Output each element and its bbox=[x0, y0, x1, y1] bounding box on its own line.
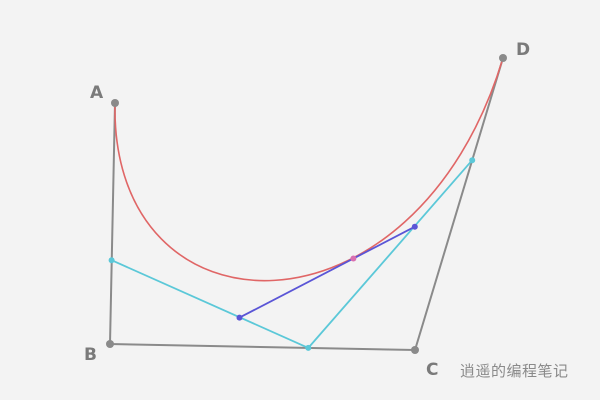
label-a: A bbox=[90, 83, 104, 103]
curve-point bbox=[350, 255, 357, 262]
first-level-point-ab bbox=[108, 257, 115, 264]
first-level-point-cd bbox=[469, 157, 476, 164]
second-level-point-right bbox=[411, 223, 418, 230]
control-point-c bbox=[411, 346, 419, 354]
label-c: C bbox=[426, 360, 438, 380]
control-point-d bbox=[499, 54, 507, 62]
watermark-text: 逍遥的编程笔记 bbox=[460, 362, 569, 380]
bezier-curve bbox=[114, 57, 504, 282]
control-polygon bbox=[108, 57, 504, 352]
label-d: D bbox=[516, 40, 530, 60]
second-level-point-left bbox=[236, 314, 243, 321]
first-level-line-left bbox=[111, 259, 309, 349]
label-b: B bbox=[84, 345, 97, 365]
second-level-line bbox=[239, 225, 416, 319]
first-level-line-right bbox=[307, 159, 473, 349]
control-point-b bbox=[106, 340, 114, 348]
first-level-point-bc bbox=[305, 344, 312, 351]
control-point-a bbox=[111, 99, 119, 107]
